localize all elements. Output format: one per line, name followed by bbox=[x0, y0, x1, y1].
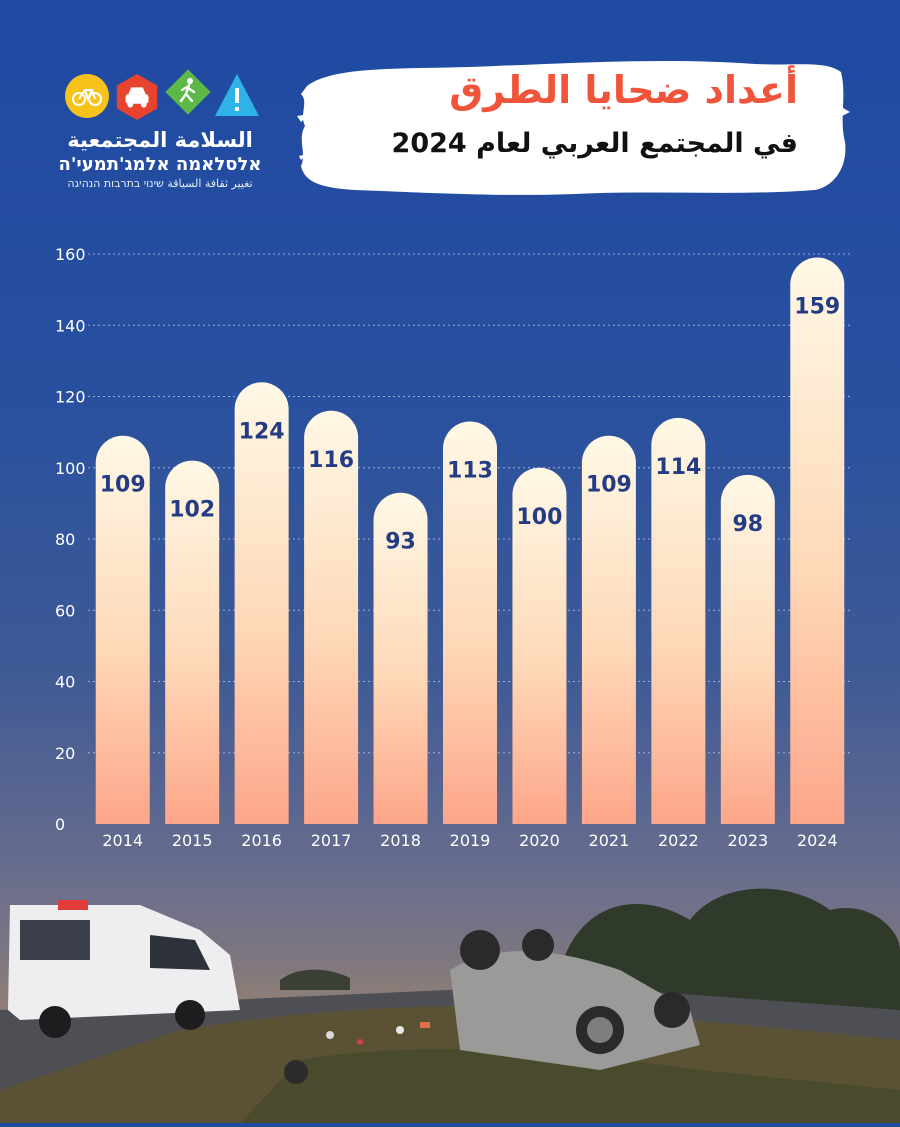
data-label-2014: 109 bbox=[100, 473, 146, 498]
ambulance bbox=[8, 900, 240, 1038]
accident-scene-photo bbox=[0, 860, 900, 1123]
x-tick-label-2018: 2018 bbox=[380, 831, 421, 850]
bar-2018 bbox=[373, 492, 428, 824]
y-axis-ticks: 0 20 40 60 80 100 120 140 160 bbox=[55, 245, 86, 834]
data-label-2017: 116 bbox=[308, 448, 354, 473]
x-tick-label-2016: 2016 bbox=[241, 831, 282, 850]
bar-2020 bbox=[512, 467, 567, 824]
x-tick-label-2017: 2017 bbox=[311, 831, 352, 850]
bar-2016 bbox=[234, 382, 289, 824]
bar-2019 bbox=[443, 421, 497, 824]
data-label-2015: 102 bbox=[169, 498, 215, 523]
data-label-2022: 114 bbox=[655, 455, 701, 480]
y-tick-label: 160 bbox=[55, 245, 86, 264]
car-icon bbox=[113, 73, 161, 121]
bar-2015 bbox=[165, 460, 220, 824]
bar-2022 bbox=[651, 417, 706, 824]
logo-tagline: تغيير ثقافة السياقة שינוי בתרבות הנהיגה bbox=[67, 177, 253, 190]
logo-name-hebrew: אלסלאמה אלמג'תמעי'ה bbox=[58, 154, 262, 175]
x-tick-label-2023: 2023 bbox=[727, 831, 768, 850]
bar-2023 bbox=[720, 474, 775, 824]
x-tick-label-2015: 2015 bbox=[172, 831, 213, 850]
chart-subtitle: في المجتمع العربي لعام 2024 bbox=[391, 128, 798, 159]
overturned-car bbox=[450, 929, 700, 1070]
chart-title: أعداد ضحايا الطرق bbox=[449, 68, 798, 112]
pedestrian-icon bbox=[164, 68, 212, 116]
y-tick-label: 0 bbox=[55, 815, 65, 834]
y-tick-label: 120 bbox=[55, 388, 86, 407]
bar-2014 bbox=[95, 435, 150, 824]
x-tick-label-2019: 2019 bbox=[450, 831, 491, 850]
title-banner: أعداد ضحايا الطرق في المجتمع العربي لعام… bbox=[295, 56, 850, 198]
data-label-2016: 124 bbox=[239, 419, 285, 444]
data-label-2023: 98 bbox=[733, 512, 764, 537]
y-tick-label: 140 bbox=[55, 316, 86, 335]
y-tick-label: 80 bbox=[55, 530, 75, 549]
bicycle-icon bbox=[63, 72, 111, 120]
x-tick-label-2022: 2022 bbox=[658, 831, 699, 850]
x-tick-label-2021: 2021 bbox=[589, 831, 630, 850]
x-tick-label-2014: 2014 bbox=[102, 831, 143, 850]
y-tick-label: 20 bbox=[55, 744, 75, 763]
data-label-2021: 109 bbox=[586, 473, 632, 498]
bars bbox=[95, 257, 845, 824]
data-labels: 109 102 124 116 93 113 100 109 114 98 159 bbox=[100, 295, 840, 555]
logo: السلامة المجتمعية אלסלאמה אלמג'תמעי'ה تغ… bbox=[45, 68, 275, 193]
bar-2017 bbox=[304, 410, 359, 824]
bar-2021 bbox=[581, 435, 636, 824]
y-tick-label: 60 bbox=[55, 601, 75, 620]
data-label-2024: 159 bbox=[794, 295, 840, 320]
y-tick-label: 100 bbox=[55, 459, 86, 478]
x-axis-ticks: 2014 2015 2016 2017 2018 2019 2020 2021 2022 2023… bbox=[102, 831, 837, 850]
data-label-2018: 93 bbox=[385, 530, 416, 555]
logo-name-arabic: السلامة المجتمعية bbox=[67, 128, 253, 152]
data-label-2020: 100 bbox=[516, 505, 562, 530]
y-tick-label: 40 bbox=[55, 673, 75, 692]
warning-icon bbox=[213, 72, 261, 120]
x-tick-label-2020: 2020 bbox=[519, 831, 560, 850]
bar-2024 bbox=[790, 257, 845, 824]
x-tick-label-2024: 2024 bbox=[797, 831, 838, 850]
data-label-2019: 113 bbox=[447, 458, 493, 483]
